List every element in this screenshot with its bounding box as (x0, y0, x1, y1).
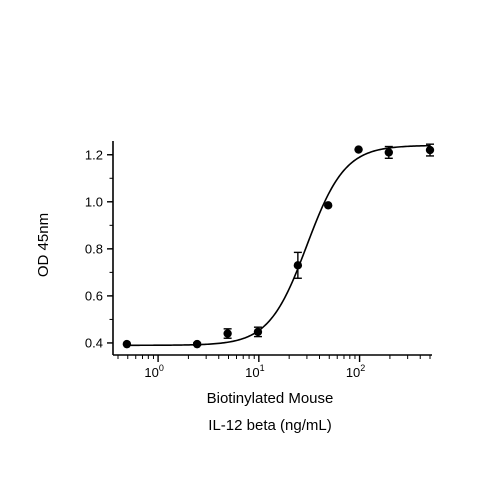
y-tick-label: 1.0 (85, 194, 103, 209)
y-tick-label: 0.6 (85, 288, 103, 303)
data-point (223, 329, 232, 338)
y-tick-label: 0.8 (85, 241, 103, 256)
data-points-layer (122, 143, 435, 349)
x-axis-title-line-1: Biotinylated Mouse (207, 390, 334, 407)
data-point (323, 201, 333, 210)
data-point (425, 145, 435, 155)
x-tick-label: 101 (245, 363, 264, 380)
y-axis-title: OD 45nm (35, 213, 52, 277)
data-point (384, 148, 394, 157)
data-point (293, 261, 303, 270)
y-tick-label: 1.2 (85, 147, 103, 162)
x-tick-label: 100 (144, 363, 163, 380)
data-point (354, 145, 363, 154)
data-point (122, 339, 132, 349)
x-axis-title-line-2: IL-12 beta (ng/mL) (208, 417, 331, 434)
data-point (253, 327, 263, 337)
fit-curve (126, 144, 431, 347)
data-point (192, 339, 202, 349)
fit-curve-layer (126, 144, 431, 347)
y-tick-label: 0.4 (85, 335, 103, 350)
x-tick-label: 102 (346, 363, 365, 380)
axes: 0.4 0.6 0.8 1.0 1.2 100 101 102 (85, 141, 432, 380)
